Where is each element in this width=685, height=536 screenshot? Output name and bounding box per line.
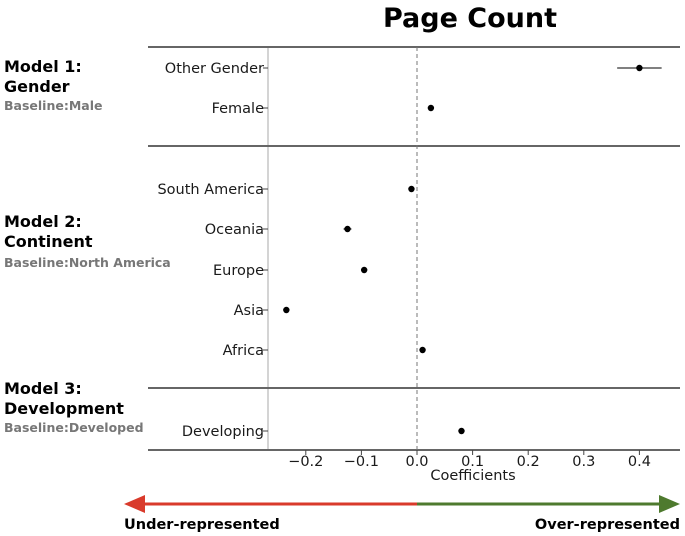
plot-panels <box>148 46 680 451</box>
model-name: Gender <box>4 77 70 96</box>
data-marks: Other Gender Female South America Oceania Eu… <box>157 61 662 440</box>
x-axis-label: Coefficients <box>430 468 515 484</box>
under-represented-label: Under-represented <box>124 517 280 533</box>
model-label: Model 3: <box>4 379 82 398</box>
data-point <box>283 306 290 314</box>
model-label: Model 1: <box>4 57 82 76</box>
model-name: Continent <box>4 232 93 251</box>
x-tick-label: −0.2 <box>288 454 323 470</box>
category-label: Oceania <box>205 222 264 238</box>
data-point <box>419 346 426 354</box>
x-axis: −0.2 −0.1 0.0 0.1 0.2 0.3 0.4 <box>288 450 651 470</box>
data-point <box>636 64 643 72</box>
data-point <box>408 185 415 193</box>
category-label: Asia <box>234 303 264 319</box>
data-point <box>458 427 465 435</box>
data-point <box>427 104 435 112</box>
x-tick-label: 0.4 <box>628 454 651 470</box>
category-label: Developing <box>182 424 264 440</box>
model-labels: Model 1:Gender Baseline:Male Model 2:Conti… <box>4 57 171 435</box>
x-tick-label: 0.2 <box>517 454 540 470</box>
x-tick-label: −0.1 <box>344 454 379 470</box>
representation-arrows: Under-represented Over-represented <box>124 495 680 533</box>
under-represented-arrowhead <box>124 495 145 513</box>
category-label: South America <box>157 182 264 198</box>
x-tick-label: 0.0 <box>405 454 428 470</box>
model-label: Model 2: <box>4 212 82 231</box>
baseline-label: Baseline:Male <box>4 98 102 113</box>
category-label: Female <box>212 101 265 117</box>
category-label: Europe <box>213 263 264 279</box>
over-represented-arrowhead <box>659 495 680 513</box>
chart-title: Page Count <box>383 3 557 34</box>
x-tick-label: 0.3 <box>572 454 595 470</box>
data-point <box>360 266 368 274</box>
category-label: Africa <box>223 343 264 359</box>
model-name: Development <box>4 399 124 418</box>
baseline-label: Baseline:North America <box>4 255 171 270</box>
category-label: Other Gender <box>165 61 264 77</box>
x-tick-label: 0.1 <box>461 454 484 470</box>
data-point <box>344 225 351 233</box>
over-represented-label: Over-represented <box>535 517 680 533</box>
baseline-label: Baseline:Developed <box>4 420 144 435</box>
